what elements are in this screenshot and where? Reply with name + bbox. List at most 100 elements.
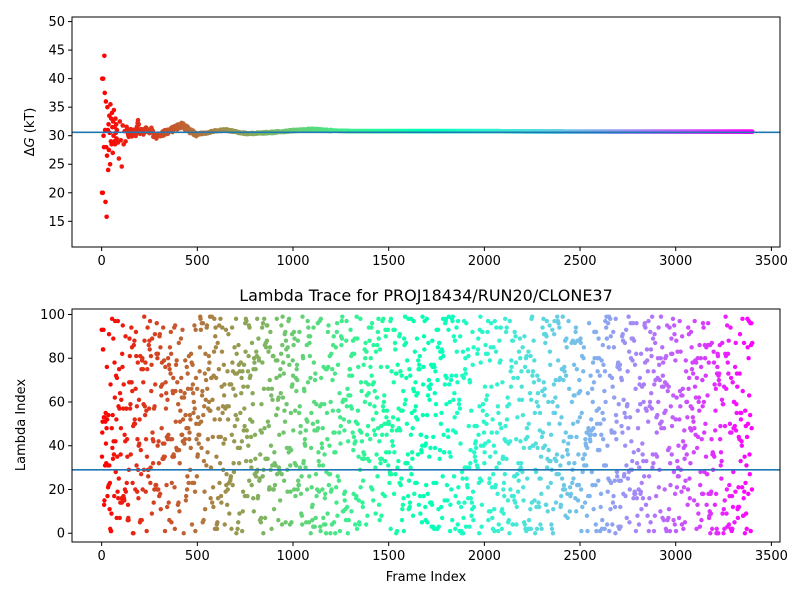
lambda-point [535,373,540,378]
lambda-point [535,391,541,396]
lambda-point [646,474,652,479]
lambda-point [305,318,310,324]
lambda-point [446,382,452,387]
lambda-point [665,388,670,394]
lambda-point [383,334,388,339]
lambda-point [286,316,292,322]
lambda-point [148,353,154,359]
lambda-point [432,364,437,370]
lambda-point [493,349,499,354]
lambda-point [580,504,585,510]
lambda-point [503,423,508,429]
lambda-point [122,498,127,503]
lambda-point [271,506,277,512]
lambda-point [359,430,364,435]
lambda-point [697,408,702,413]
lambda-point [375,342,380,348]
lambda-point [310,502,315,508]
lambda-point [337,391,342,396]
lambda-point [708,531,713,536]
lambda-point [733,428,739,433]
lambda-point [215,520,220,525]
lambda-y-tick-label: 100 [40,308,65,323]
lambda-point [632,362,638,367]
lambda-point [215,496,221,501]
lambda-point [163,380,168,385]
lambda-point [172,485,177,490]
lambda-point [225,417,231,422]
lambda-point [455,318,461,324]
lambda-point [313,371,318,376]
lambda-point [253,456,258,462]
lambda-point [745,345,750,350]
lambda-point [303,443,308,448]
lambda-point [374,452,379,457]
lambda-point [588,373,593,378]
lambda-point [389,369,394,374]
lambda-point [591,506,596,512]
lambda-point [484,393,490,398]
lambda-point [517,336,523,341]
lambda-point [536,404,541,409]
lambda-point [137,441,142,446]
lambda-point [622,340,628,346]
lambda-point [518,461,524,466]
lambda-point [652,331,657,337]
lambda-point [660,360,666,365]
lambda-point [196,441,201,446]
lambda-point [476,531,482,536]
lambda-point [262,316,267,322]
lambda-point [377,517,382,523]
lambda-point [123,489,129,494]
lambda-point [110,412,115,418]
lambda-point [279,323,284,328]
lambda-point [363,522,369,527]
lambda-point [515,415,520,420]
lambda-point [266,386,271,392]
lambda-point [211,349,217,354]
lambda-point [214,526,220,532]
lambda-point [367,338,372,343]
lambda-point [691,450,696,455]
lambda-point [295,377,300,383]
lambda-point [259,401,264,407]
lambda-point [594,528,599,534]
lambda-point [706,360,711,365]
lambda-point [336,408,341,413]
lambda-point [187,436,192,442]
lambda-point [547,323,552,328]
lambda-point [473,445,479,451]
dg-point [136,121,142,127]
lambda-point [651,461,656,466]
lambda-point [511,493,516,499]
lambda-point [729,493,735,499]
lambda-point [702,356,708,361]
lambda-point [466,423,471,429]
lambda-point [277,373,283,378]
lambda-point [415,417,420,422]
lambda-point [502,493,507,499]
lambda-point [321,515,326,521]
lambda-point [120,323,125,328]
lambda-point [631,450,636,455]
lambda-point [257,476,262,481]
lambda-point [670,316,676,322]
lambda-point [160,382,165,387]
lambda-point [631,338,637,343]
lambda-point [271,353,276,359]
lambda-point [726,371,731,376]
lambda-point [593,329,599,335]
lambda-point [181,531,186,536]
lambda-point [155,351,161,357]
lambda-point [744,526,749,532]
lambda-point [101,502,107,508]
dg-point [103,199,108,205]
lambda-point [316,489,322,494]
lambda-point [497,421,503,427]
lambda-point [496,522,501,527]
lambda-point [265,456,270,462]
lambda-point [311,325,316,330]
lambda-point [698,356,704,361]
lambda-point [390,423,395,429]
lambda-point [119,351,125,357]
